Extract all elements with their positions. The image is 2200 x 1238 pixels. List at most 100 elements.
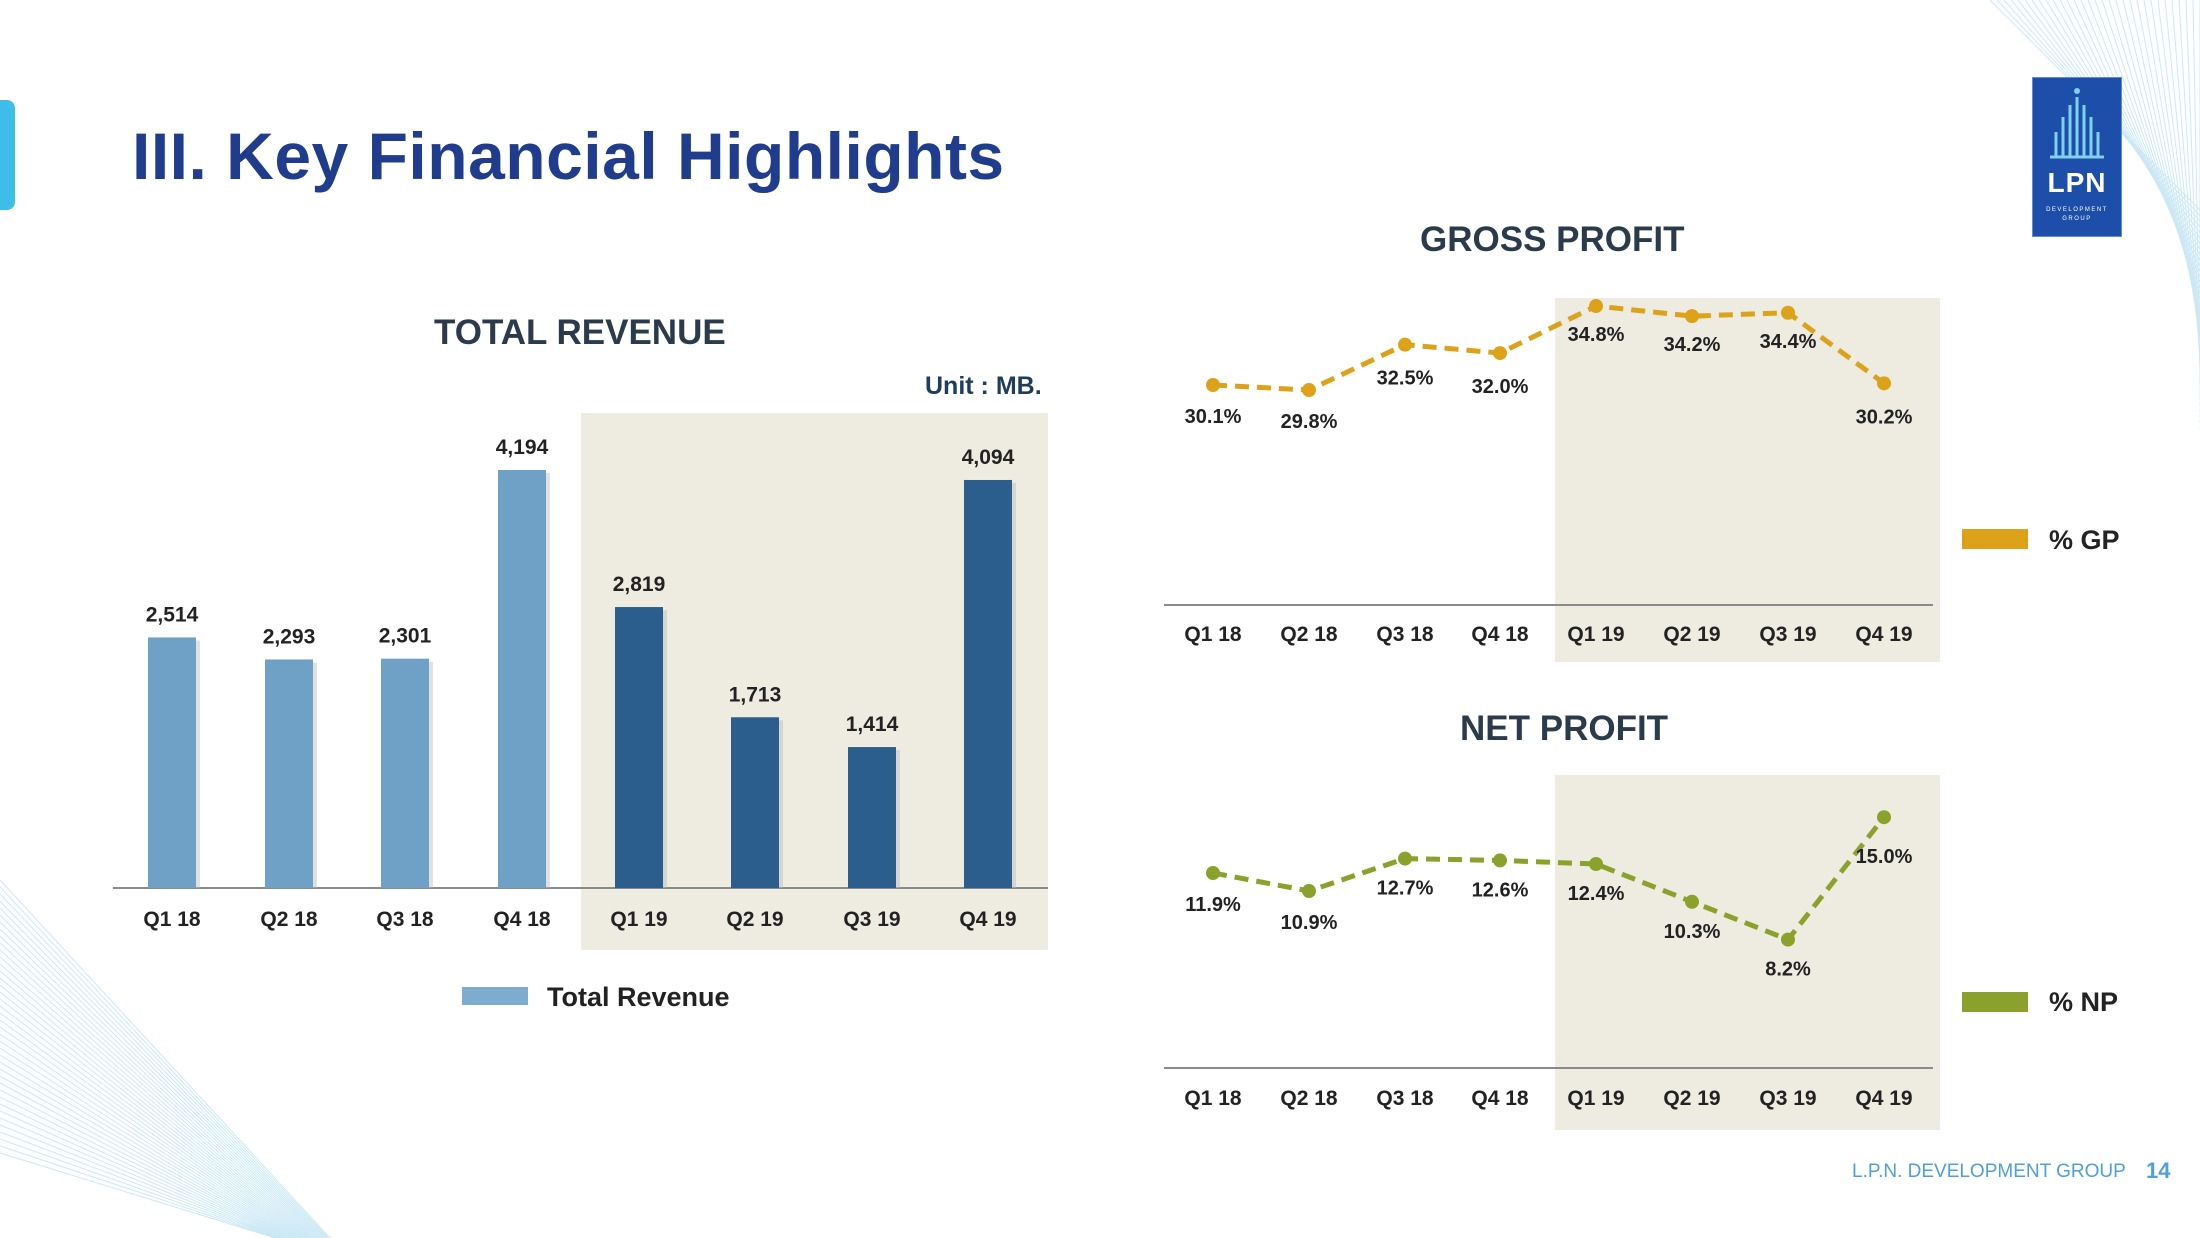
decor-line-bl (0, 1110, 285, 1238)
page-number: 14 (2146, 1158, 2171, 1183)
revenue-unit-label: Unit : MB. (925, 372, 1042, 400)
tick-label: Q3 19 (1759, 1087, 1816, 1110)
tick-label: Q2 18 (1280, 1087, 1338, 1110)
footer-company-name: L.P.N. DEVELOPMENT GROUP (1852, 1161, 2126, 1182)
decor-line-bl (0, 1019, 303, 1238)
data-label: 34.4% (1760, 331, 1817, 353)
title-accent-bar (0, 100, 15, 210)
revenue-data-label: 4,094 (962, 446, 1015, 469)
building-icon (2050, 88, 2104, 159)
data-label: 30.1% (1185, 406, 1242, 428)
gross-profit-chart-title: GROSS PROFIT (1420, 220, 1685, 259)
data-label: 30.2% (1856, 406, 1913, 428)
series-line (1212, 303, 1886, 393)
net-profit-chart: 11.9% Q1 18 10.9% Q2 18 12.7% Q3 18 12.6% Q4 18… (1164, 775, 1940, 1130)
decor-line-bl (0, 1005, 306, 1238)
data-label: 10.3% (1664, 921, 1721, 943)
decor-line-bl (0, 1033, 300, 1238)
decor-line-bl (0, 1089, 289, 1238)
decor-line-tr (2185, 0, 2200, 367)
data-label: 15.0% (1856, 846, 1913, 868)
tick-label: Q2 19 (1663, 623, 1720, 646)
data-point (1685, 894, 1699, 909)
tick-label: Q3 18 (1376, 1087, 1434, 1110)
decor-line-bl (0, 956, 315, 1238)
revenue-data-label: 1,414 (846, 713, 899, 736)
decor-line-tr (2178, 0, 2200, 362)
decor-line-bl (0, 935, 320, 1238)
data-point (1493, 853, 1507, 868)
revenue-tick-label: Q3 18 (376, 908, 434, 931)
tick-label: Q1 18 (1184, 1087, 1242, 1110)
highlight-band (1555, 298, 1940, 662)
revenue-data-label: 4,194 (496, 436, 549, 459)
data-point (1589, 299, 1603, 314)
data-label: 11.9% (1185, 894, 1241, 916)
decor-line-tr (2157, 0, 2200, 345)
slide-title: III. Key Financial Highlights (132, 119, 1005, 193)
tick-label: Q4 18 (1471, 623, 1529, 646)
tick-label: Q4 19 (1855, 1087, 1912, 1110)
decor-line-bl (0, 1138, 279, 1238)
data-label: 12.6% (1472, 879, 1529, 901)
revenue-data-label: 2,514 (146, 603, 199, 626)
data-point (1781, 932, 1795, 947)
decor-line-bl (0, 1103, 286, 1238)
revenue-tick-label: Q3 19 (843, 908, 900, 931)
decor-line-bl (0, 984, 310, 1238)
data-point (1398, 337, 1412, 352)
tick-label: Q4 18 (1471, 1087, 1529, 1110)
decor-line-bl (0, 1096, 287, 1238)
decor-line-bl (0, 907, 325, 1238)
decor-line-bl (0, 1068, 293, 1238)
data-label: 34.8% (1568, 324, 1625, 346)
tick-label: Q1 18 (1184, 623, 1242, 646)
decor-line-bl (0, 942, 318, 1238)
decor-line-bl (0, 1054, 296, 1238)
revenue-chart: 2,514 Q1 18 2,293 Q2 18 2,301 Q3 18 4,194 Q4 18… (113, 413, 1048, 950)
revenue-data-label: 2,301 (379, 625, 432, 648)
decor-line-bl (0, 914, 324, 1238)
gross-profit-chart: 30.1% Q1 18 29.8% Q2 18 32.5% Q3 18 32.0% Q4 18… (1164, 298, 1940, 662)
tick-label: Q2 19 (1663, 1087, 1720, 1110)
decor-line-bl (0, 1012, 304, 1238)
legend-label-gp: % GP (2049, 525, 2120, 555)
decor-line-bl (0, 1061, 294, 1238)
logo-subtitle: DEVELOPMENT (2046, 207, 2108, 213)
decor-line-bl (0, 893, 328, 1238)
decor-line-bl (0, 1124, 282, 1238)
tick-label: Q2 18 (1280, 623, 1338, 646)
decor-line-tr (2150, 0, 2200, 339)
company-logo: LPN DEVELOPMENT GROUP (2032, 77, 2122, 237)
data-label: 29.8% (1281, 411, 1338, 433)
decor-line-bl (0, 1131, 280, 1238)
revenue-tick-label: Q1 18 (143, 908, 201, 931)
legend-swatch-np (1962, 992, 2028, 1012)
data-point (1206, 866, 1220, 880)
data-label: 10.9% (1281, 912, 1338, 934)
decor-line-bl (0, 1117, 283, 1238)
revenue-data-label: 2,819 (613, 573, 666, 596)
decor-line-bl (0, 921, 322, 1238)
net-profit-chart-title: NET PROFIT (1460, 709, 1669, 748)
data-label: 32.0% (1472, 376, 1529, 398)
decor-line-bl (0, 928, 321, 1238)
tick-label: Q3 19 (1759, 623, 1816, 646)
legend-label-np: % NP (2049, 987, 2119, 1017)
decor-line-bl (0, 970, 313, 1238)
revenue-bar (265, 659, 313, 888)
decor-line-tr (2192, 0, 2200, 373)
decor-line-bl (0, 963, 314, 1238)
decor-line-bl (0, 900, 327, 1238)
decor-line-bl (0, 1047, 297, 1238)
revenue-bar (731, 717, 779, 888)
logo-subtitle-group: GROUP (2062, 216, 2092, 222)
decor-line-bl (0, 1040, 299, 1238)
revenue-tick-label: Q4 19 (959, 908, 1016, 931)
decor-line-bl (0, 977, 311, 1238)
data-label: 32.5% (1377, 368, 1434, 390)
data-label: 8.2% (1765, 959, 1811, 981)
legend-swatch-total-revenue (462, 987, 528, 1005)
decor-line-bl (0, 1075, 292, 1238)
